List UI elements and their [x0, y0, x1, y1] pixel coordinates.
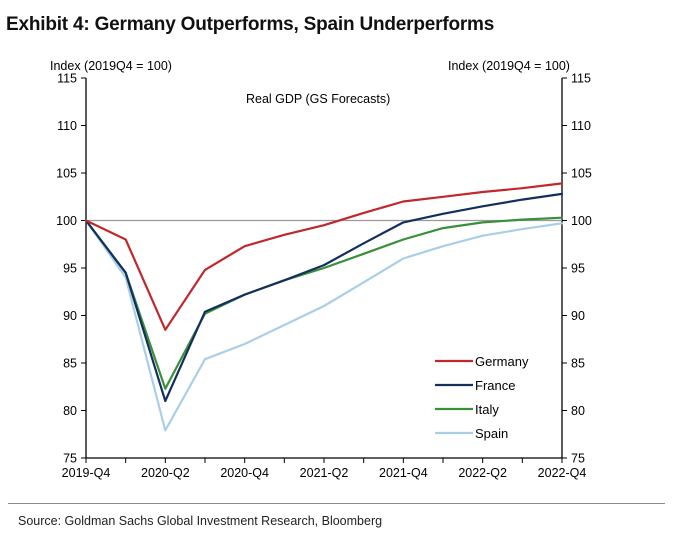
left-y-tick-label: 85 [63, 357, 77, 371]
right-y-tick-label: 105 [571, 167, 592, 181]
legend-label-italy: Italy [475, 402, 499, 417]
legend-label-france: France [475, 378, 515, 393]
left-y-tick-label: 80 [63, 404, 77, 418]
line-chart: 75 80 85 90 95 100 105 110 115 75 80 85 90 95 100 105 1… [50, 59, 592, 480]
left-y-tick-label: 110 [57, 119, 77, 133]
footer-divider [8, 503, 665, 504]
series-line-italy [84, 216, 564, 390]
legend-label-spain: Spain [475, 426, 508, 441]
right-y-ticks: 75 80 85 90 95 100 105 110 115 [562, 72, 592, 466]
x-tick-label: 2022-Q4 [538, 466, 587, 480]
x-ticks: 2019-Q4 2020-Q2 2020-Q4 2021-Q2 2021-Q4 2022-… [62, 458, 587, 480]
right-y-tick-label: 95 [571, 262, 585, 276]
right-y-tick-label: 115 [571, 72, 591, 86]
source-note: Source: Goldman Sachs Global Investment … [18, 514, 383, 528]
right-y-tick-label: 110 [571, 119, 591, 133]
left-y-tick-label: 95 [63, 262, 77, 276]
right-y-tick-label: 85 [571, 357, 585, 371]
left-y-tick-label: 100 [56, 214, 77, 228]
left-y-ticks: 75 80 85 90 95 100 105 110 115 [56, 72, 86, 466]
x-tick-label: 2019-Q4 [62, 466, 111, 480]
left-y-tick-label: 105 [56, 167, 77, 181]
chart-title: Real GDP (GS Forecasts) [246, 92, 390, 106]
right-y-tick-label: 80 [571, 404, 585, 418]
legend: Germany France Italy Spain [435, 354, 529, 441]
x-tick-label: 2021-Q2 [300, 466, 349, 480]
x-tick-label: 2021-Q4 [379, 466, 428, 480]
x-tick-label: 2022-Q2 [458, 466, 507, 480]
legend-label-germany: Germany [475, 354, 529, 369]
series-line-france [84, 192, 564, 403]
left-y-tick-label: 75 [63, 452, 77, 466]
x-tick-label: 2020-Q4 [220, 466, 269, 480]
series-line-germany [84, 182, 564, 331]
right-y-tick-label: 75 [571, 452, 585, 466]
right-y-tick-label: 100 [571, 214, 592, 228]
left-y-tick-label: 90 [63, 309, 77, 323]
right-axis-label: Index (2019Q4 = 100) [448, 59, 570, 73]
exhibit-title: Exhibit 4: Germany Outperforms, Spain Un… [6, 14, 495, 35]
series-lines [84, 182, 564, 432]
x-tick-label: 2020-Q2 [141, 466, 190, 480]
right-y-tick-label: 90 [571, 309, 585, 323]
left-axis-label: Index (2019Q4 = 100) [50, 59, 172, 73]
left-y-tick-label: 115 [57, 72, 77, 86]
series-line-spain [84, 219, 564, 432]
